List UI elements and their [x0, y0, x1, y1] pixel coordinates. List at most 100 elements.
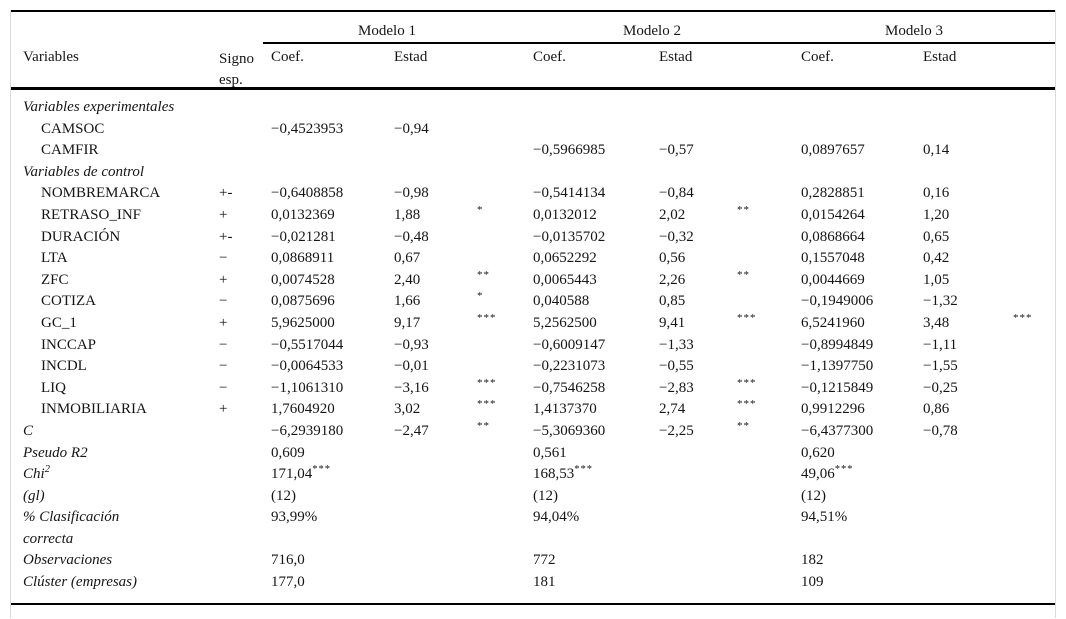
table-row: Clúster (empresas) 177,0 181 109 [11, 572, 1055, 594]
estad-cell-m3: −1,32 [923, 293, 958, 310]
significance-cell-m2: ** [737, 203, 750, 216]
estad-cell-m1: −0,01 [394, 358, 429, 375]
coef-cell-m2: −0,5414134 [533, 185, 606, 202]
coef-cell-m3: 0,9912296 [801, 401, 865, 418]
estad-cell-m2: −2,25 [659, 422, 694, 439]
modelo-3-label: Modelo 3 [885, 23, 943, 39]
row-label-line2: correcta [23, 530, 74, 547]
coef-cell-m1: −0,5517044 [271, 336, 344, 353]
estad-cell-m1: −2,47 [394, 422, 429, 439]
coef-cell-m2: 772 [533, 552, 556, 569]
estad-cell-m2: −0,32 [659, 228, 694, 245]
coef-cell-m2: 0,0652292 [533, 250, 597, 267]
significance-cell-m1: * [477, 203, 484, 216]
modelo-1-label: Modelo 1 [358, 23, 416, 39]
row-label: Clúster (empresas) [23, 574, 138, 591]
signo-cell: + [219, 271, 228, 288]
row-label: ZFC [41, 271, 69, 288]
coef-cell-m2: 181 [533, 574, 556, 591]
table-row: COTIZA − 0,0875696 1,66 * 0,040588 0,85 −0,1949… [11, 290, 1055, 313]
row-label: C [23, 422, 34, 439]
significance-cell-m1: *** [477, 398, 497, 411]
coef-cell-m3: 94,51% [801, 509, 848, 526]
estad-cell-m3: 0,16 [923, 185, 950, 202]
significance-cell-m1: ** [477, 268, 490, 281]
coef-cell-m2: −0,5966985 [533, 142, 606, 159]
coef-cell-m3: 49,06*** [801, 464, 854, 483]
estad-cell-m2: 2,02 [659, 206, 686, 223]
coef-cell-m2: −0,7546258 [533, 379, 606, 396]
estad-cell-m1: −0,94 [394, 120, 429, 137]
coef-cell-m3: 0,2828851 [801, 185, 865, 202]
coef-cell-m1: −0,4523953 [271, 120, 344, 137]
significance-cell-m2: *** [737, 311, 757, 324]
signo-cell: − [219, 293, 228, 310]
table-body: Variables experimentales CAMSOC −0,4523953… [11, 90, 1055, 605]
coef-cell-m1: 1,7604920 [271, 401, 335, 418]
table-header: Modelo 1 Modelo 2 Modelo 3 Variables Sig… [11, 10, 1055, 90]
coef-cell-m3: 0,0044669 [801, 271, 865, 288]
signo-cell: + [219, 401, 228, 418]
coef-cell-m1: 716,0 [271, 552, 305, 569]
row-label: LIQ [41, 379, 66, 396]
significance-cell-m2: ** [737, 268, 750, 281]
coef-cell-m3: 0,0897657 [801, 142, 865, 159]
coef-cell-m3: 0,1557048 [801, 250, 865, 267]
estad-cell-m1: 3,02 [394, 401, 421, 418]
estad-cell-m3: 1,20 [923, 206, 950, 223]
coef-cell-m1: −0,021281 [271, 228, 336, 245]
estad-cell-m3: −0,78 [923, 422, 958, 439]
significance-cell-m2: *** [737, 376, 757, 389]
estad-cell-m3: 0,65 [923, 228, 950, 245]
estad-cell-m3: 1,05 [923, 271, 950, 288]
modelo-header-row: Modelo 1 Modelo 2 Modelo 3 [11, 12, 1055, 42]
row-label: NOMBREMARCA [41, 185, 161, 202]
significance-cell-m2: *** [737, 398, 757, 411]
signo-cell: +- [219, 185, 233, 202]
estad-cell-m1: −0,48 [394, 228, 429, 245]
table-row: ZFC +0,0074528 2,40 ** 0,0065443 2,26 ** 0,0044… [11, 268, 1055, 292]
table-row: CAMSOC −0,4523953 −0,94 [11, 119, 1055, 141]
coef-cell-m3: −0,8994849 [801, 336, 874, 353]
row-label: Pseudo R2 [23, 444, 88, 461]
coef-cell-m1: 0,0875696 [271, 293, 335, 310]
row-label: DURACIÓN [41, 228, 121, 245]
estad-cell-m1: 9,17 [394, 314, 421, 331]
row-label: GC_1 [41, 314, 77, 331]
row-label: INCDL [41, 358, 87, 375]
significance-superscript: *** [574, 464, 593, 476]
coef-cell-m2: 0,0065443 [533, 271, 597, 288]
table-row: LTA − 0,0868911 0,67 0,0652292 0,56 0,1557048 0… [11, 248, 1055, 270]
row-label: COTIZA [41, 293, 96, 310]
table-row: Observaciones 716,0 772 182 [11, 550, 1055, 572]
table-row: Pseudo R2 0,609 0,561 0,620 [11, 443, 1055, 465]
table-row: RETRASO_INF +0,0132369 1,88 * 0,0132012 2,02 *… [11, 203, 1055, 227]
coef-cell-m2: 0,561 [533, 444, 567, 461]
table-row: Variables experimentales [11, 97, 1055, 119]
coef-cell-m2: 0,0132012 [533, 206, 597, 223]
estad-cell-m3: 0,42 [923, 250, 950, 267]
coef-cell-m3: 0,620 [801, 444, 835, 461]
col-header-signo: Signo esp. [219, 49, 271, 91]
estad-cell-m1: 1,88 [394, 206, 421, 223]
coef-cell-m2: 168,53*** [533, 464, 593, 483]
estad-cell-m2: 0,56 [659, 250, 686, 267]
col-header-coef-m2: Coef. [533, 49, 566, 65]
coef-cell-m1: −6,2939180 [271, 422, 344, 439]
estad-cell-m3: 0,14 [923, 142, 950, 159]
estad-cell-m3: 0,86 [923, 401, 950, 418]
coef-cell-m3: −6,4377300 [801, 422, 874, 439]
column-header-row: Variables Signo esp. Coef. Estad Coef. E… [11, 44, 1055, 91]
estad-cell-m3: −1,55 [923, 358, 958, 375]
coef-cell-m2: −0,0135702 [533, 228, 606, 245]
coef-cell-m1: 0,0074528 [271, 271, 335, 288]
estad-cell-m1: −0,98 [394, 185, 429, 202]
col-header-variables: Variables [23, 49, 79, 65]
coef-cell-m1: 177,0 [271, 574, 305, 591]
table-row: % Clasificación correcta 93,99% 94,04% 94,51… [11, 507, 1055, 550]
estad-cell-m2: −1,33 [659, 336, 694, 353]
coef-cell-m2: 0,040588 [533, 293, 590, 310]
coef-cell-m2: 94,04% [533, 509, 580, 526]
estad-cell-m1: −3,16 [394, 379, 429, 396]
coef-cell-m2: −5,3069360 [533, 422, 606, 439]
